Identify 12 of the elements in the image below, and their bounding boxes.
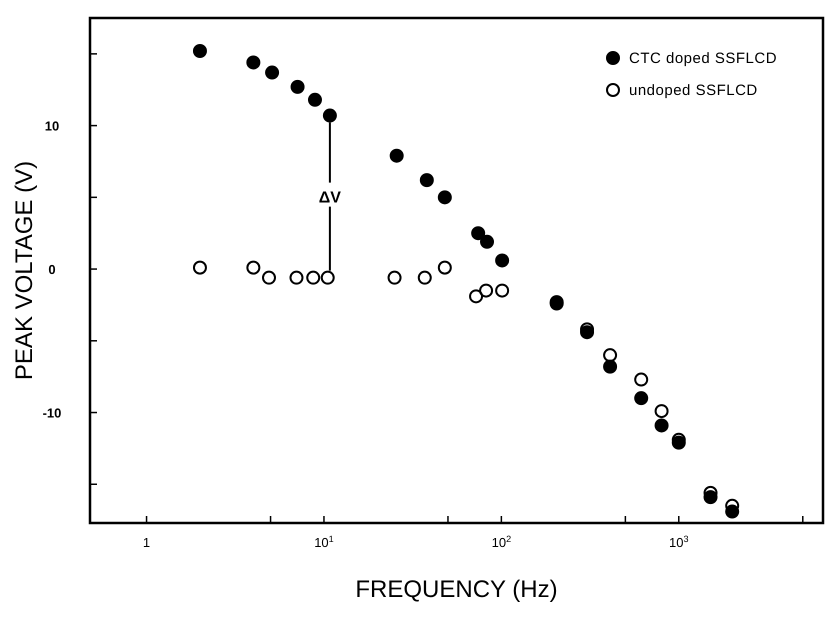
legend-label: undoped SSFLCD	[629, 82, 758, 99]
legend-label: CTC doped SSFLCD	[629, 50, 778, 67]
y-tick-label: 10	[44, 118, 60, 134]
x-tick-label: 10$^{2}$	[492, 534, 512, 550]
y-tick-label: -10	[42, 406, 62, 421]
x-axis-title: FREQUENCY (Hz)	[355, 576, 558, 603]
annotation: ΔV	[318, 190, 342, 207]
x-tick-label: 10$^{1}$	[314, 534, 334, 550]
x-tick-label: 1	[142, 535, 150, 550]
y-tick-label: 0	[48, 262, 56, 278]
y-axis-title: PEAK VOLTAGE (V)	[11, 160, 38, 380]
x-tick-label: 10$^{3}$	[669, 534, 689, 550]
